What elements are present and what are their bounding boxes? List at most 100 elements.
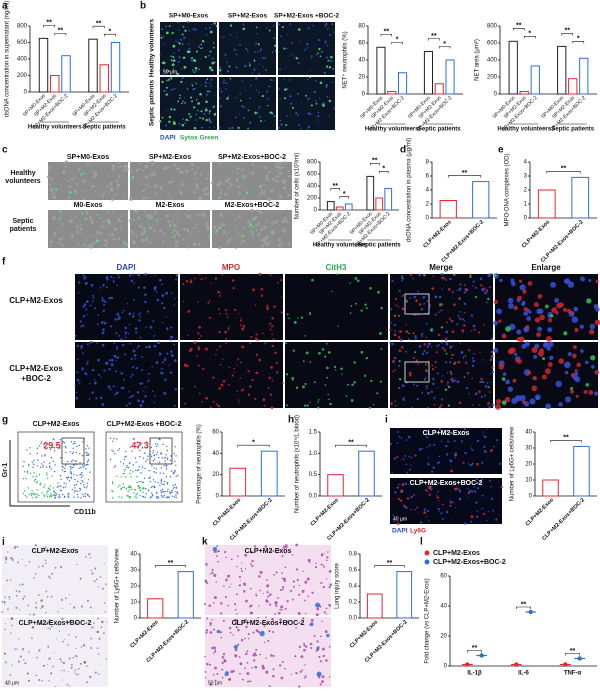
cell (414, 335, 417, 338)
cell (262, 184, 266, 187)
cell (161, 283, 163, 286)
cell (289, 187, 292, 191)
cell (446, 384, 449, 386)
cell (236, 593, 238, 596)
cell (432, 275, 435, 277)
label: SP+M2-Exos (149, 154, 191, 161)
cell (83, 304, 86, 307)
cell (400, 499, 403, 502)
y-tick-label: 600 (307, 172, 318, 178)
group-label: IL-6 (518, 671, 529, 677)
cell (86, 599, 90, 602)
event (73, 491, 76, 493)
cell (70, 234, 74, 238)
cell (259, 50, 261, 52)
cell (476, 439, 480, 443)
cell (321, 554, 323, 557)
cell (116, 284, 118, 287)
signif-label: ** (462, 170, 468, 177)
cell (220, 188, 223, 191)
cell (495, 518, 498, 520)
cell (242, 227, 246, 231)
cell (392, 514, 394, 517)
cell (200, 84, 202, 86)
cell (131, 176, 135, 179)
cell (263, 641, 266, 644)
cell (205, 581, 209, 584)
cell (129, 342, 132, 345)
cell (238, 584, 241, 587)
cell (405, 330, 409, 334)
event (78, 467, 80, 469)
cell (52, 216, 56, 220)
event (69, 466, 72, 468)
signif-bracket (378, 171, 389, 174)
cell (262, 592, 265, 594)
cell (163, 74, 166, 76)
cell (315, 119, 317, 121)
cell (281, 555, 284, 558)
cell (18, 609, 21, 611)
cell (50, 672, 53, 675)
y-tick-label: 40 (212, 451, 219, 457)
event (124, 476, 127, 478)
event (151, 496, 153, 498)
cell (204, 677, 207, 679)
event (54, 492, 56, 494)
cell (115, 332, 118, 335)
cell (160, 367, 163, 370)
event (164, 480, 166, 483)
cell (315, 650, 318, 652)
cell (129, 179, 131, 182)
cell (480, 395, 484, 399)
cell (74, 215, 77, 217)
cell (571, 316, 579, 323)
cell (127, 332, 130, 335)
signif-label: ** (384, 29, 390, 36)
cell (96, 630, 99, 634)
cell (466, 371, 470, 375)
cell (523, 343, 527, 347)
cell (163, 391, 165, 394)
event (112, 482, 114, 485)
cell (302, 360, 305, 363)
cell (128, 219, 132, 222)
cell (115, 359, 117, 362)
cell (360, 350, 364, 354)
label: DAPI (116, 263, 135, 272)
cell (536, 332, 542, 338)
cell (236, 36, 238, 38)
event (48, 465, 51, 468)
signif-label: ** (387, 560, 393, 567)
cell (217, 550, 220, 553)
cell (284, 342, 287, 345)
cell (191, 57, 194, 59)
cell (242, 582, 247, 586)
signif-bracket (374, 565, 405, 568)
cell (205, 396, 209, 400)
cell (266, 97, 269, 100)
cell (182, 100, 184, 102)
event (35, 496, 37, 498)
event (144, 452, 146, 454)
cell (265, 616, 267, 618)
cell (282, 546, 286, 549)
event (79, 474, 81, 476)
cell (249, 680, 252, 683)
event (172, 473, 175, 475)
cell (65, 620, 68, 623)
y-tick-label: 0.0 (309, 494, 318, 500)
cell (198, 392, 201, 395)
label: CitH3 (326, 263, 347, 272)
cell (205, 85, 207, 87)
cell (253, 215, 258, 220)
cell (239, 361, 242, 364)
cell (102, 328, 105, 331)
event (71, 452, 74, 455)
y-tick-label: 80 (358, 24, 365, 30)
event (166, 490, 168, 493)
cell (233, 367, 235, 370)
cell (219, 105, 223, 108)
cell (263, 225, 267, 230)
cell (438, 405, 442, 409)
